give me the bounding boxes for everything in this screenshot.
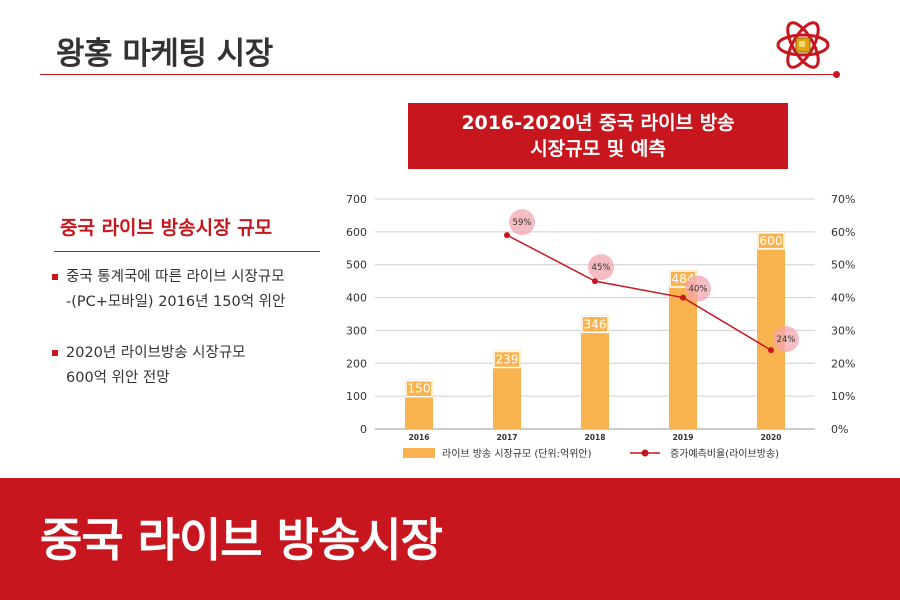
data-label-bubble [685, 275, 711, 302]
bar-label-box [493, 350, 521, 369]
y-left-tick-label: 400 [346, 292, 367, 305]
line-value-label: 59% [513, 218, 532, 228]
y-left-tick-label: 600 [346, 226, 367, 239]
bar-value-label: 239 [496, 352, 519, 366]
market-chart: 0 100 200 300 400 500 600 700 0% 10% 20% 30% 40% 50% 6… [346, 193, 855, 460]
y-right-tick-label: 30% [831, 324, 855, 337]
y-left-tick-label: 0 [360, 423, 367, 436]
bar [581, 315, 609, 429]
y-right-tick-label: 0% [831, 423, 848, 436]
chart-title-box: 2016-2020년 중국 라이브 방송 시장규모 및 예측 [408, 103, 788, 169]
x-tick-label: 2017 [497, 433, 518, 442]
line-value-label: 40% [689, 285, 708, 295]
bar-label-box [757, 232, 785, 250]
bullet-item: 중국 통계국에 따른 라이브 시장규모 -(PC+모바일) 2016년 150억… [52, 265, 327, 315]
x-tick-label: 2020 [761, 433, 782, 442]
bullet-line: 중국 통계국에 따른 라이브 시장규모 [66, 269, 285, 285]
bar-value-label: 150 [408, 382, 431, 396]
line-point [592, 278, 598, 285]
bullet-item: 2020년 라이브방송 시장규모 600억 위안 전망 [52, 341, 327, 391]
chart-title-line-2: 시장규모 및 예측 [530, 138, 666, 160]
legend-line-label: 증가예측비율(라이브방송) [670, 448, 779, 460]
y-left-tick-label: 700 [346, 193, 367, 206]
bar-value-label: 346 [584, 317, 607, 331]
data-label-bubble [588, 254, 614, 281]
title-divider-dot [833, 71, 840, 78]
x-tick-label: 2019 [673, 433, 694, 442]
bullet-line: 600억 위안 전망 [66, 370, 170, 386]
legend-bar-swatch [403, 448, 435, 458]
bullet-line: -(PC+모바일) 2016년 150억 위안 [66, 294, 286, 310]
line-point [680, 294, 686, 301]
y-right-tick-label: 70% [831, 193, 855, 206]
left-heading-divider [54, 251, 320, 252]
y-right-tick-label: 10% [831, 390, 855, 403]
y-right-tick-label: 40% [831, 292, 855, 305]
bullet-line: 2020년 라이브방송 시장규모 [66, 345, 246, 361]
bottom-banner: 중국 라이브 방송시장 [0, 478, 900, 600]
bar-label-box [581, 315, 609, 334]
y-left-tick-label: 300 [346, 324, 367, 337]
bar-label-box [405, 379, 433, 398]
line-value-label: 45% [592, 263, 611, 273]
brand-logo-icon [776, 21, 830, 69]
legend-line-marker [641, 449, 649, 457]
legend-bar-label: 라이브 방송 시장규모 (단위:억위안) [442, 447, 592, 460]
line-value-label: 24% [777, 335, 796, 345]
x-tick-label: 2018 [585, 433, 606, 442]
data-label-bubble [509, 209, 535, 236]
y-left-tick-label: 200 [346, 357, 367, 370]
y-left-tick-label: 500 [346, 259, 367, 272]
left-heading: 중국 라이브 방송시장 규모 [60, 217, 273, 239]
line-point [768, 347, 774, 354]
x-tick-label: 2016 [409, 433, 430, 442]
y-right-tick-label: 50% [831, 259, 855, 272]
bullet-square-icon [52, 274, 58, 280]
y-right-tick-label: 60% [831, 226, 855, 239]
data-label-bubble [773, 326, 799, 353]
title-divider [40, 74, 836, 75]
y-right-tick-label: 20% [831, 357, 855, 370]
banner-title: 중국 라이브 방송시장 [40, 513, 443, 567]
bullet-square-icon [52, 350, 58, 356]
page-title: 왕홍 마케팅 시장 [56, 36, 273, 72]
series-line [506, 234, 772, 351]
bar [493, 350, 521, 429]
chart-title-line-1: 2016-2020년 중국 라이브 방송 [461, 112, 735, 134]
bar-value-label: 600 [760, 234, 783, 248]
y-left-tick-label: 100 [346, 390, 367, 403]
bar [405, 379, 433, 429]
line-point [504, 232, 510, 239]
